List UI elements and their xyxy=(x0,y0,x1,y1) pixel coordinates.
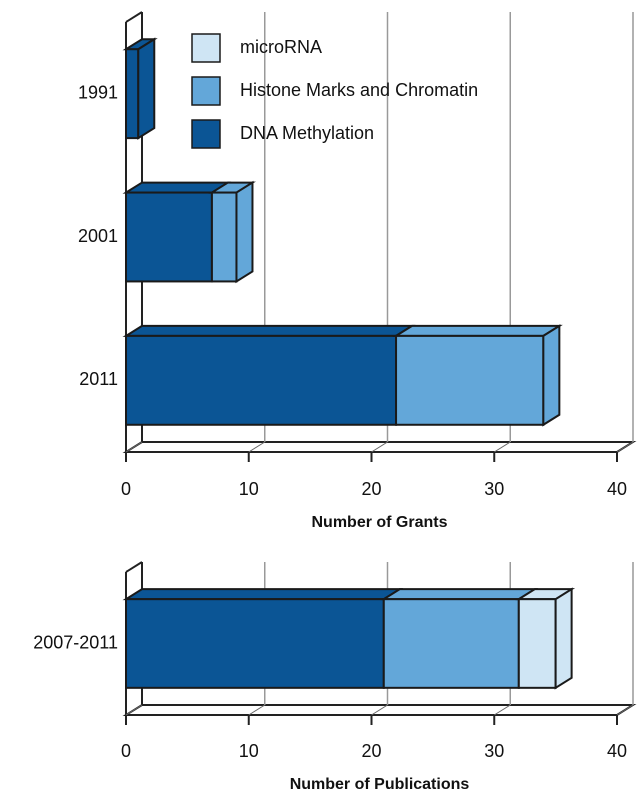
bar xyxy=(125,598,385,689)
bar xyxy=(125,334,398,426)
bar xyxy=(517,598,557,689)
x-tick-label: 30 xyxy=(484,479,504,499)
legend-label: microRNA xyxy=(240,37,322,57)
bar xyxy=(125,191,213,283)
floor-grid-line xyxy=(125,704,143,716)
floor-grid-line xyxy=(371,441,388,453)
bar xyxy=(125,48,140,140)
legend-label: DNA Methylation xyxy=(240,123,374,143)
floor-grid-line xyxy=(493,441,511,453)
x-tick-label: 10 xyxy=(239,741,259,761)
bar-side xyxy=(542,324,561,427)
left-wall-top xyxy=(125,561,143,573)
bar xyxy=(395,334,545,426)
legend-swatch xyxy=(191,33,221,63)
x-tick-label: 20 xyxy=(361,741,381,761)
bar-side xyxy=(137,37,156,140)
x-tick-label: 0 xyxy=(121,741,131,761)
bar-side xyxy=(235,180,254,284)
floor-grid-line xyxy=(125,441,143,453)
bar xyxy=(210,191,238,283)
bar-top xyxy=(122,324,416,337)
floor-grid-line xyxy=(248,441,266,453)
bar-top xyxy=(380,588,539,601)
x-axis-title: Number of Grants xyxy=(311,514,447,531)
y-tick-label: 2007-2011 xyxy=(33,632,118,652)
x-tick-label: 0 xyxy=(121,479,131,499)
y-tick-label: 1991 xyxy=(78,82,118,102)
x-tick-label: 30 xyxy=(484,741,504,761)
bar-top xyxy=(122,588,404,601)
floor-grid-line xyxy=(616,441,634,453)
bar xyxy=(382,598,520,689)
legend-swatch xyxy=(191,119,221,149)
left-wall-top xyxy=(125,11,143,23)
y-tick-label: 2011 xyxy=(79,369,118,389)
floor-grid-line xyxy=(616,704,634,716)
floor-grid-line xyxy=(371,704,388,716)
bar-side xyxy=(554,587,573,690)
floor-grid-line xyxy=(248,704,266,716)
x-axis-title: Number of Publications xyxy=(290,776,470,793)
x-tick-label: 40 xyxy=(607,741,627,761)
floor-grid-line xyxy=(493,704,511,716)
legend-label: Histone Marks and Chromatin xyxy=(240,80,478,100)
y-tick-label: 2001 xyxy=(78,226,118,246)
x-tick-label: 10 xyxy=(239,479,259,499)
legend-swatch xyxy=(191,76,221,106)
x-tick-label: 40 xyxy=(607,479,627,499)
x-tick-label: 20 xyxy=(361,479,381,499)
bar-top xyxy=(392,324,563,337)
